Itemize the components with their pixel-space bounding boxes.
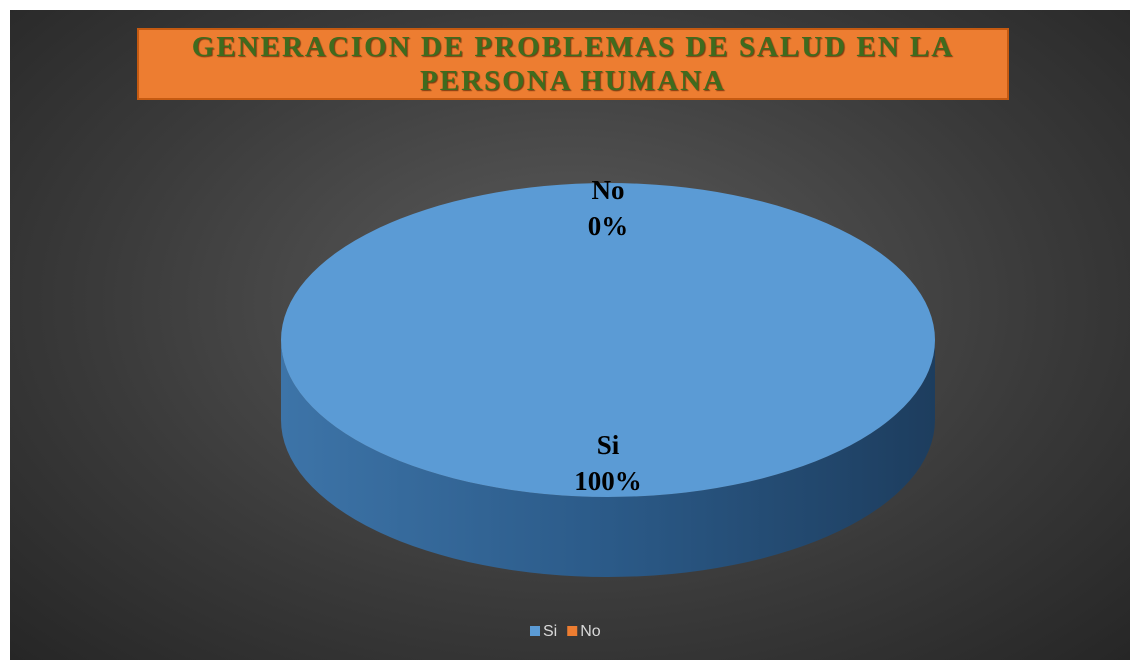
- legend-label: Si: [543, 623, 557, 640]
- legend-swatch: [567, 626, 578, 636]
- slice: [281, 183, 935, 497]
- chart: Si 100% No 0% Si No GENERACION DE PROBLEMAS D…: [10, 10, 1130, 660]
- data-label-value: 100%: [574, 466, 642, 496]
- legend-label: No: [580, 623, 601, 640]
- data-label-category: No: [592, 175, 625, 205]
- chart-title: GENERACION DE PROBLEMAS DE SALUD EN LA P…: [137, 28, 1009, 100]
- slice-side: [281, 340, 935, 577]
- pie-area: Si 100% No 0% Si No: [281, 175, 935, 640]
- data-label-category: Si: [597, 430, 620, 460]
- legend-swatch: [530, 626, 540, 636]
- data-label-value: 0%: [588, 211, 629, 241]
